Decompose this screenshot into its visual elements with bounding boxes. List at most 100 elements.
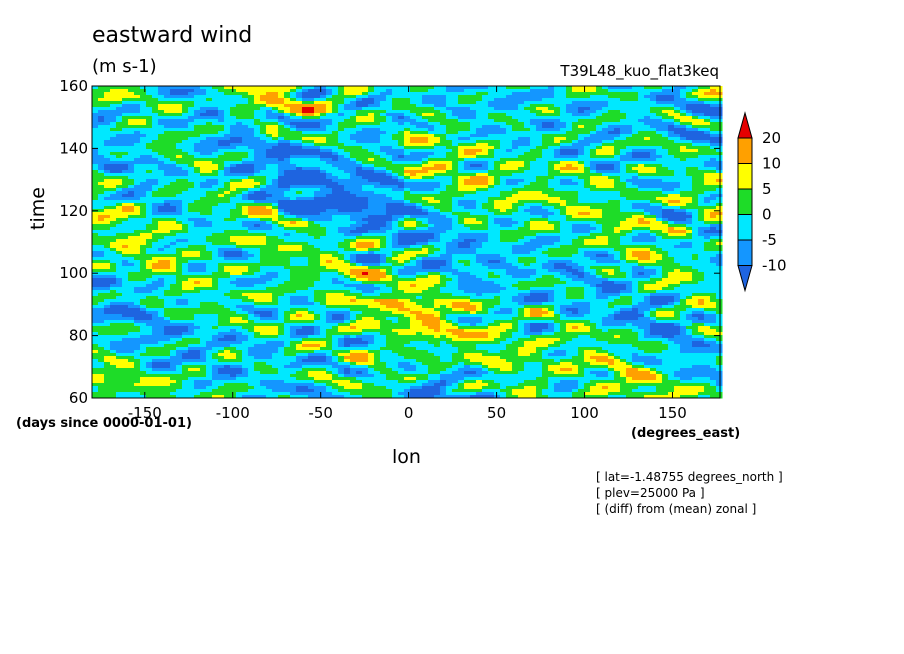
field-cell: [350, 116, 357, 120]
field-cell: [272, 134, 279, 138]
field-cell: [194, 137, 201, 141]
field-cell: [98, 125, 105, 129]
field-cell: [362, 158, 369, 162]
field-cell: [290, 149, 297, 153]
field-cell: [440, 197, 447, 201]
field-cell: [314, 137, 321, 141]
field-cell: [158, 125, 165, 129]
field-cell: [218, 212, 225, 216]
field-cell: [716, 182, 723, 186]
field-cell: [116, 221, 123, 225]
field-cell: [446, 116, 453, 120]
field-cell: [710, 188, 717, 192]
field-cell: [620, 185, 627, 189]
field-cell: [404, 131, 411, 135]
field-cell: [98, 131, 105, 135]
field-cell: [560, 167, 567, 171]
field-cell: [410, 86, 417, 90]
field-cell: [194, 203, 201, 207]
field-cell: [290, 89, 297, 93]
field-cell: [128, 185, 135, 189]
field-cell: [476, 221, 483, 225]
field-cell: [302, 104, 309, 108]
field-cell: [530, 137, 537, 141]
field-cell: [290, 185, 297, 189]
field-cell: [176, 203, 183, 207]
field-cell: [710, 218, 717, 222]
field-cell: [176, 95, 183, 99]
field-cell: [230, 194, 237, 198]
field-cell: [530, 191, 537, 195]
field-cell: [476, 104, 483, 108]
field-cell: [116, 224, 123, 228]
field-cell: [434, 167, 441, 171]
field-cell: [368, 218, 375, 222]
field-cell: [170, 221, 177, 225]
field-cell: [254, 188, 261, 192]
field-cell: [692, 194, 699, 198]
field-cell: [716, 107, 723, 111]
field-cell: [104, 170, 111, 174]
field-cell: [518, 179, 525, 183]
field-cell: [296, 197, 303, 201]
field-cell: [638, 146, 645, 150]
field-cell: [410, 152, 417, 156]
field-cell: [152, 116, 159, 120]
field-cell: [362, 152, 369, 156]
field-cell: [98, 224, 105, 228]
field-cell: [698, 86, 705, 90]
field-cell: [422, 194, 429, 198]
field-cell: [386, 128, 393, 132]
field-cell: [644, 104, 651, 108]
field-cell: [578, 215, 585, 219]
field-cell: [668, 134, 675, 138]
field-cell: [440, 188, 447, 192]
field-cell: [140, 122, 147, 126]
field-cell: [500, 146, 507, 150]
field-cell: [380, 167, 387, 171]
field-cell: [218, 173, 225, 177]
field-cell: [380, 113, 387, 117]
field-cell: [596, 170, 603, 174]
field-cell: [434, 101, 441, 105]
field-cell: [614, 110, 621, 114]
field-cell: [152, 101, 159, 105]
field-cell: [218, 134, 225, 138]
field-cell: [110, 182, 117, 186]
field-cell: [206, 119, 213, 123]
field-cell: [266, 92, 273, 96]
field-cell: [668, 176, 675, 180]
field-cell: [356, 197, 363, 201]
field-cell: [602, 107, 609, 111]
field-cell: [524, 143, 531, 147]
field-cell: [524, 152, 531, 156]
field-cell: [122, 89, 129, 93]
field-cell: [602, 215, 609, 219]
field-cell: [674, 137, 681, 141]
field-cell: [200, 212, 207, 216]
field-cell: [98, 143, 105, 147]
field-cell: [416, 194, 423, 198]
field-cell: [482, 173, 489, 177]
field-cell: [440, 149, 447, 153]
field-cell: [494, 122, 501, 126]
field-cell: [212, 197, 219, 201]
field-cell: [260, 164, 267, 168]
field-cell: [338, 191, 345, 195]
field-cell: [578, 116, 585, 120]
field-cell: [392, 89, 399, 93]
field-cell: [362, 155, 369, 159]
field-cell: [494, 209, 501, 213]
field-cell: [152, 191, 159, 195]
field-cell: [506, 170, 513, 174]
field-cell: [374, 113, 381, 117]
field-cell: [644, 158, 651, 162]
field-cell: [338, 188, 345, 192]
field-cell: [122, 209, 129, 213]
field-cell: [512, 221, 519, 225]
field-cell: [308, 206, 315, 210]
field-cell: [536, 209, 543, 213]
field-cell: [248, 161, 255, 165]
field-cell: [200, 107, 207, 111]
field-cell: [188, 173, 195, 177]
